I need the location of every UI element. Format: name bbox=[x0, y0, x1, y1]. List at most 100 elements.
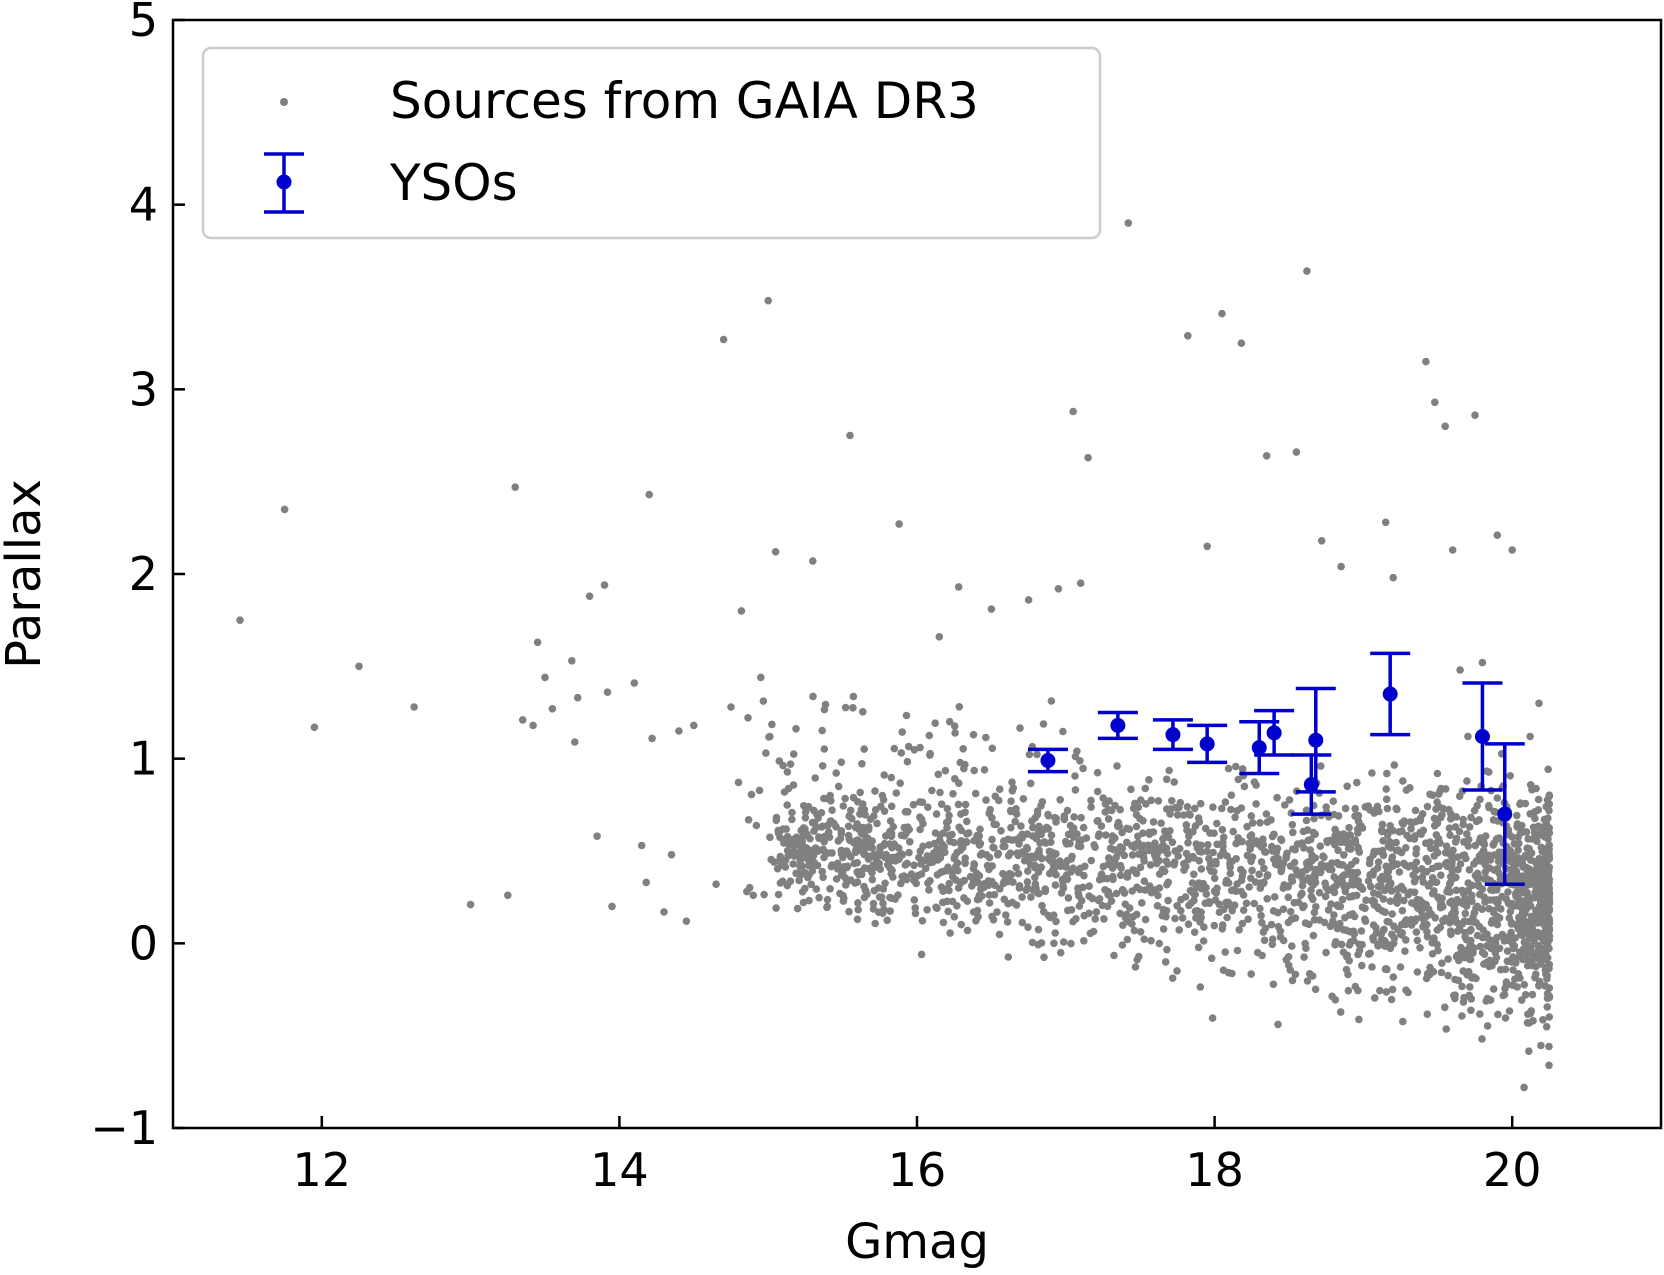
gaia-point bbox=[1259, 928, 1268, 936]
gaia-point bbox=[841, 703, 850, 712]
gaia-point bbox=[1316, 842, 1325, 850]
gaia-point bbox=[1446, 831, 1454, 839]
gaia-point bbox=[1539, 865, 1547, 873]
gaia-point bbox=[1178, 914, 1187, 922]
gaia-point bbox=[1037, 863, 1045, 871]
gaia-point bbox=[1327, 900, 1335, 908]
gaia-point bbox=[690, 721, 698, 730]
gaia-point bbox=[585, 592, 594, 600]
gaia-point bbox=[1516, 800, 1524, 808]
gaia-point bbox=[1328, 992, 1336, 1001]
gaia-point bbox=[887, 773, 896, 782]
gaia-point bbox=[1099, 794, 1107, 802]
gaia-point bbox=[1288, 942, 1296, 950]
gaia-point bbox=[950, 913, 959, 921]
gaia-point bbox=[1446, 927, 1455, 935]
gaia-point bbox=[852, 848, 860, 856]
gaia-point bbox=[1095, 830, 1103, 838]
gaia-point bbox=[768, 720, 776, 729]
gaia-point bbox=[1544, 828, 1552, 837]
gaia-point bbox=[808, 846, 816, 855]
gaia-point bbox=[1132, 811, 1141, 819]
x-tick-label: 12 bbox=[293, 1143, 352, 1197]
gaia-point bbox=[832, 769, 840, 777]
gaia-point bbox=[1193, 844, 1202, 852]
gaia-point bbox=[776, 879, 785, 887]
gaia-point bbox=[1439, 804, 1448, 813]
gaia-point bbox=[1542, 802, 1550, 811]
gaia-point bbox=[1418, 905, 1426, 913]
gaia-point bbox=[1442, 1025, 1450, 1033]
gaia-point bbox=[799, 898, 808, 907]
gaia-point bbox=[1270, 830, 1278, 839]
gaia-point bbox=[912, 879, 920, 888]
gaia-point bbox=[1406, 862, 1415, 870]
gaia-point bbox=[1116, 805, 1124, 814]
gaia-point bbox=[839, 891, 847, 900]
gaia-point bbox=[1522, 828, 1531, 836]
gaia-point bbox=[1263, 895, 1271, 903]
gaia-point bbox=[1458, 982, 1466, 991]
gaia-point bbox=[921, 864, 930, 873]
gaia-point bbox=[1329, 797, 1338, 805]
gaia-point bbox=[1393, 805, 1401, 814]
gaia-point bbox=[548, 705, 557, 713]
gaia-point bbox=[1489, 985, 1498, 993]
gaia-point bbox=[963, 817, 971, 826]
gaia-point bbox=[869, 905, 878, 913]
gaia-point bbox=[1184, 920, 1193, 928]
gaia-point bbox=[1003, 918, 1012, 926]
gaia-point bbox=[954, 800, 963, 809]
gaia-point bbox=[1071, 786, 1080, 794]
gaia-point bbox=[1432, 831, 1441, 839]
legend-gaia-marker bbox=[280, 98, 288, 106]
gaia-point bbox=[1202, 890, 1211, 898]
gaia-point bbox=[837, 758, 846, 766]
gaia-point bbox=[1543, 925, 1551, 933]
gaia-point bbox=[1413, 968, 1422, 976]
x-axis-label: Gmag bbox=[845, 1214, 989, 1270]
yso-marker bbox=[1308, 732, 1324, 748]
gaia-point bbox=[1315, 888, 1324, 897]
gaia-point bbox=[1058, 876, 1067, 884]
gaia-point bbox=[1056, 948, 1065, 957]
gaia-point bbox=[798, 888, 807, 896]
gaia-point bbox=[1170, 778, 1178, 786]
gaia-point bbox=[1093, 787, 1102, 796]
gaia-point bbox=[1423, 1010, 1432, 1018]
gaia-point bbox=[1433, 819, 1442, 828]
gaia-point bbox=[845, 812, 853, 820]
gaia-point bbox=[1515, 913, 1523, 922]
gaia-point bbox=[1532, 892, 1540, 901]
gaia-point bbox=[1171, 914, 1179, 923]
gaia-point bbox=[923, 906, 931, 914]
gaia-point bbox=[946, 929, 954, 937]
gaia-point bbox=[1159, 925, 1168, 933]
gaia-point bbox=[1350, 930, 1358, 938]
gaia-point bbox=[1152, 855, 1160, 863]
gaia-point bbox=[1261, 848, 1270, 856]
gaia-point bbox=[856, 788, 864, 797]
gaia-point bbox=[1344, 844, 1353, 853]
gaia-point bbox=[926, 751, 934, 759]
gaia-point bbox=[1281, 801, 1289, 809]
gaia-point bbox=[1361, 904, 1369, 913]
gaia-point bbox=[846, 431, 854, 440]
gaia-point bbox=[930, 839, 939, 848]
gaia-point bbox=[1342, 952, 1351, 961]
gaia-point bbox=[1489, 886, 1497, 895]
gaia-point bbox=[1399, 777, 1407, 785]
gaia-point bbox=[823, 903, 831, 912]
gaia-point bbox=[1069, 917, 1077, 926]
gaia-point bbox=[1270, 893, 1279, 901]
gaia-point bbox=[1250, 778, 1259, 786]
gaia-point bbox=[1207, 954, 1216, 963]
gaia-point bbox=[660, 908, 668, 916]
gaia-point bbox=[1395, 868, 1404, 876]
gaia-point bbox=[1504, 826, 1513, 834]
gaia-point bbox=[1383, 867, 1392, 876]
gaia-point bbox=[1351, 804, 1359, 813]
gaia-point bbox=[1091, 843, 1099, 851]
gaia-point bbox=[1188, 879, 1197, 887]
gaia-point bbox=[1164, 860, 1172, 868]
